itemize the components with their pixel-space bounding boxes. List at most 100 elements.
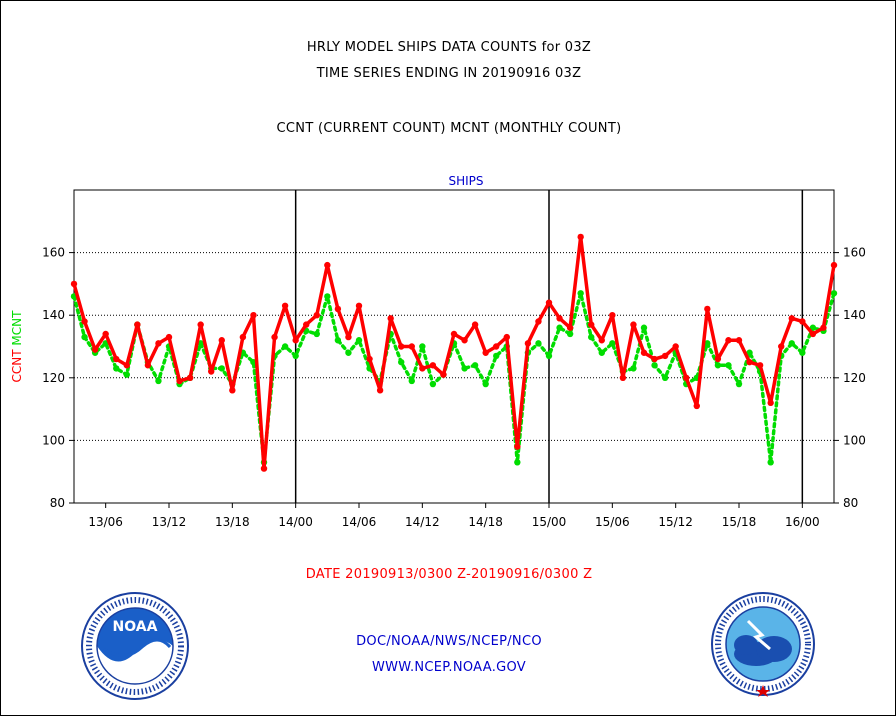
y-tick-label-left: 120: [42, 371, 65, 385]
data-point-ccnt: [260, 465, 268, 472]
data-point-ccnt: [218, 337, 225, 344]
y-tick-label-left: 160: [42, 246, 65, 260]
data-point-ccnt: [334, 305, 342, 313]
y-tick-label-left: 80: [50, 496, 65, 510]
url-label: WWW.NCEP.NOAA.GOV: [371, 660, 527, 675]
data-point-ccnt: [91, 346, 99, 353]
data-point-ccnt: [123, 362, 130, 369]
data-point-ccnt: [588, 321, 595, 328]
y-tick-label-right: 100: [843, 433, 866, 447]
data-point-ccnt: [461, 337, 468, 344]
data-point-mcnt: [429, 380, 437, 388]
data-point-mcnt: [630, 365, 637, 372]
y-axis-label-ccnt: CCNT: [10, 346, 24, 383]
data-point-ccnt: [208, 368, 215, 375]
data-point-mcnt: [704, 340, 711, 347]
data-point-ccnt: [144, 362, 152, 369]
data-point-ccnt: [609, 312, 616, 319]
data-point-ccnt: [113, 355, 120, 363]
data-point-ccnt: [683, 374, 690, 381]
x-tick-label: 13/06: [88, 515, 123, 529]
data-point-ccnt: [735, 337, 743, 344]
data-point-ccnt: [324, 261, 331, 269]
data-point-ccnt: [134, 321, 141, 328]
data-point-ccnt: [640, 349, 648, 356]
data-point-mcnt: [788, 340, 795, 347]
x-tick-label: 16/00: [785, 515, 820, 529]
data-point-ccnt: [102, 330, 109, 338]
data-point-ccnt: [630, 321, 637, 328]
y-tick-label-right: 140: [843, 308, 866, 322]
data-point-ccnt: [693, 402, 700, 410]
nws-logo-icon: [711, 592, 815, 697]
data-point-mcnt: [725, 362, 732, 369]
data-point-mcnt: [123, 371, 130, 378]
chart-title-line1: HRLY MODEL SHIPS DATA COUNTS for 03Z: [306, 40, 592, 55]
data-point-mcnt: [281, 343, 289, 350]
data-point-ccnt: [577, 233, 584, 241]
data-point-mcnt: [419, 343, 426, 350]
data-point-mcnt: [461, 365, 468, 372]
x-tick-label: 13/18: [215, 515, 250, 529]
y-tick-label-right: 160: [843, 246, 866, 260]
series-line-ccnt: [72, 235, 836, 471]
data-point-ccnt: [366, 355, 373, 363]
org-label: DOC/NOAA/NWS/NCEP/NCO: [356, 634, 542, 649]
data-point-ccnt: [756, 362, 764, 369]
y-tick-label-right: 120: [843, 371, 866, 385]
data-point-mcnt: [482, 380, 489, 388]
y-axis-label: CCNT MCNT: [10, 310, 24, 383]
x-tick-label: 15/06: [595, 515, 630, 529]
chart-title-line2: TIME SERIES ENDING IN 20190916 03Z: [316, 66, 582, 81]
data-point-mcnt: [735, 380, 743, 388]
data-point-ccnt: [820, 324, 827, 331]
data-point-ccnt: [229, 387, 236, 394]
plot-frame: [73, 189, 835, 504]
data-point-ccnt: [450, 330, 458, 338]
data-point-ccnt: [482, 349, 489, 356]
data-point-ccnt: [197, 321, 204, 328]
data-point-mcnt: [313, 330, 320, 338]
data-point-mcnt: [493, 352, 500, 360]
x-tick-label: 14/06: [342, 515, 377, 529]
data-point-ccnt: [830, 261, 838, 269]
data-point-ccnt: [704, 305, 711, 313]
data-point-mcnt: [355, 337, 363, 344]
data-point-mcnt: [556, 324, 563, 331]
data-point-ccnt: [598, 337, 605, 344]
data-point-mcnt: [651, 362, 658, 369]
data-point-ccnt: [799, 318, 806, 325]
data-point-ccnt: [281, 302, 289, 310]
x-tick-label: 14/12: [405, 515, 440, 529]
data-point-ccnt: [619, 374, 627, 381]
noaa-logo-icon: NOAA: [81, 592, 189, 700]
data-point-mcnt: [545, 352, 553, 360]
data-point-ccnt: [725, 337, 732, 344]
x-tick-label: 14/00: [278, 515, 313, 529]
data-point-ccnt: [70, 280, 78, 288]
data-point-mcnt: [746, 349, 753, 356]
data-point-mcnt: [113, 365, 120, 372]
data-point-ccnt: [303, 321, 310, 328]
data-point-ccnt: [778, 343, 785, 350]
data-point-ccnt: [387, 315, 394, 322]
date-range-label: DATE 20190913/0300 Z-20190916/0300 Z: [305, 567, 593, 582]
data-point-mcnt: [714, 362, 722, 369]
data-point-mcnt: [566, 330, 574, 338]
data-point-mcnt: [809, 324, 817, 331]
data-point-ccnt: [176, 377, 183, 385]
x-tick-label: 15/00: [532, 515, 567, 529]
data-point-ccnt: [493, 343, 500, 350]
data-point-ccnt: [408, 343, 415, 350]
data-point-ccnt: [440, 371, 447, 378]
x-tick-label: 15/18: [722, 515, 757, 529]
data-point-ccnt: [767, 399, 774, 407]
data-point-mcnt: [535, 340, 542, 347]
data-point-ccnt: [746, 358, 753, 366]
data-point-ccnt: [398, 343, 405, 350]
data-point-ccnt: [535, 318, 542, 325]
data-point-ccnt: [661, 352, 669, 360]
data-point-mcnt: [218, 365, 225, 372]
data-point-mcnt: [292, 352, 299, 360]
x-tick-label: 14/18: [468, 515, 503, 529]
